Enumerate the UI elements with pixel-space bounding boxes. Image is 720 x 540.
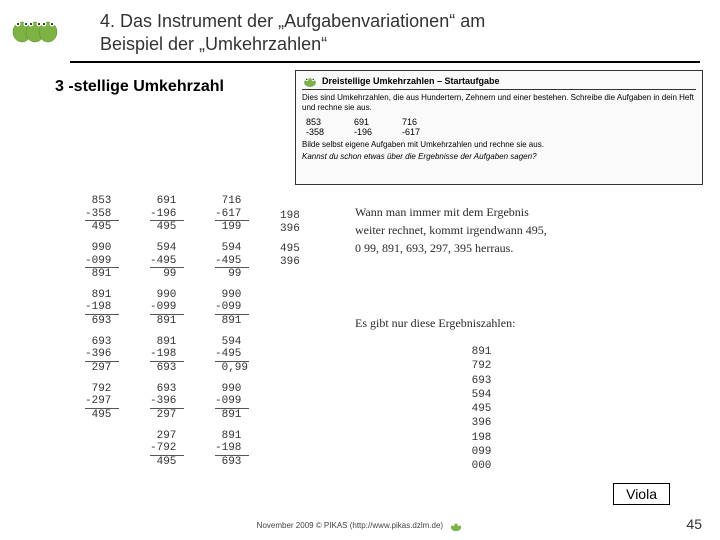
calc-block: 297-792 495 [150, 430, 215, 469]
calc-block: 990-099 891 [215, 383, 280, 422]
page-number: 45 [686, 516, 702, 532]
calc-block: 990-099 891 [85, 242, 150, 281]
calc-block: 891-198 693 [215, 430, 280, 469]
note1-l3: 0 99, 891, 693, 297, 395 herraus. [355, 239, 655, 257]
calc-block: 891-198 693 [85, 289, 150, 328]
handwritten-note-2: Es gibt nur diese Ergebniszahlen: [355, 315, 655, 332]
calc-block: 495396 [280, 243, 345, 268]
slide-title: 4. Das Instrument der „Aufgabenvariation… [70, 10, 700, 57]
calc-block: 198396 [280, 210, 345, 235]
ex2-bot: -196 [354, 127, 372, 137]
name-label: Viola [613, 483, 670, 505]
calc-block: 691-196 495 [150, 195, 215, 234]
note1-l1: Wann man immer mit dem Ergebnis [355, 203, 655, 221]
handwritten-note-1: Wann man immer mit dem Ergebnis weiter r… [355, 203, 655, 257]
calc-col-3: 716-617 199 594-495 99 990-099 891 594-4… [215, 195, 280, 477]
calc-block: 594-495 99 [150, 242, 215, 281]
ex3-bot: -617 [402, 127, 420, 137]
calc-block: 891-198 693 [150, 336, 215, 375]
calc-block: 792-297 495 [85, 383, 150, 422]
result-list: 891 792 693 594 495 396 198 099 000 [465, 345, 491, 474]
worksheet-intro: Dies sind Umkehrzahlen, die aus Hunderte… [302, 93, 696, 114]
frog-logo-icon [10, 10, 60, 45]
calc-col-1: 853-358 495 990-099 891 891-198 693 693-… [85, 195, 150, 430]
handwriting-area: 853-358 495 990-099 891 891-198 693 693-… [85, 195, 655, 495]
footer: November 2009 © PIKAS (http://www.pikas.… [0, 520, 720, 532]
title-line-1: 4. Das Instrument der „Aufgabenvariation… [100, 11, 485, 31]
title-container: 4. Das Instrument der „Aufgabenvariation… [70, 10, 700, 63]
note1-l2: weiter rechnet, kommt irgendwann 495, [355, 221, 655, 239]
calc-block: 693-396 297 [150, 383, 215, 422]
worksheet-task2: Bilde selbst eigene Aufgaben mit Umkehrz… [302, 140, 696, 150]
ex3-top: 716 [402, 117, 417, 127]
frog-small-icon [302, 75, 318, 87]
calc-block: 594-495 99 [215, 242, 280, 281]
frog-footer-icon [449, 520, 463, 532]
calc-block: 990-099 891 [215, 289, 280, 328]
worksheet-examples: 853-358 691-196 716-617 [306, 117, 696, 137]
ex1-top: 853 [306, 117, 321, 127]
title-underline [70, 61, 700, 63]
worksheet-box: Dreistellige Umkehrzahlen – Startaufgabe… [295, 70, 703, 185]
calc-block: 853-358 495 [85, 195, 150, 234]
worksheet-title: Dreistellige Umkehrzahlen – Startaufgabe [322, 76, 500, 86]
title-line-2: Beispiel der „Umkehrzahlen“ [100, 34, 327, 54]
worksheet-task3: Kannst du schon etwas über die Ergebniss… [302, 152, 696, 162]
ex2-top: 691 [354, 117, 369, 127]
calc-block: 716-617 199 [215, 195, 280, 234]
calc-block: 990-099 891 [150, 289, 215, 328]
calc-col-4: 198396 495396 [280, 210, 345, 277]
calculation-grid: 853-358 495 990-099 891 891-198 693 693-… [85, 195, 335, 485]
calc-block: 594-495 0,99 [215, 336, 280, 375]
header: 4. Das Instrument der „Aufgabenvariation… [0, 0, 720, 63]
footer-text: November 2009 © PIKAS (http://www.pikas.… [257, 521, 443, 530]
ex1-bot: -358 [306, 127, 324, 137]
calc-col-2: 691-196 495 594-495 99 990-099 891 891-1… [150, 195, 215, 477]
worksheet-header: Dreistellige Umkehrzahlen – Startaufgabe [302, 75, 696, 90]
calc-block: 693-396 297 [85, 336, 150, 375]
